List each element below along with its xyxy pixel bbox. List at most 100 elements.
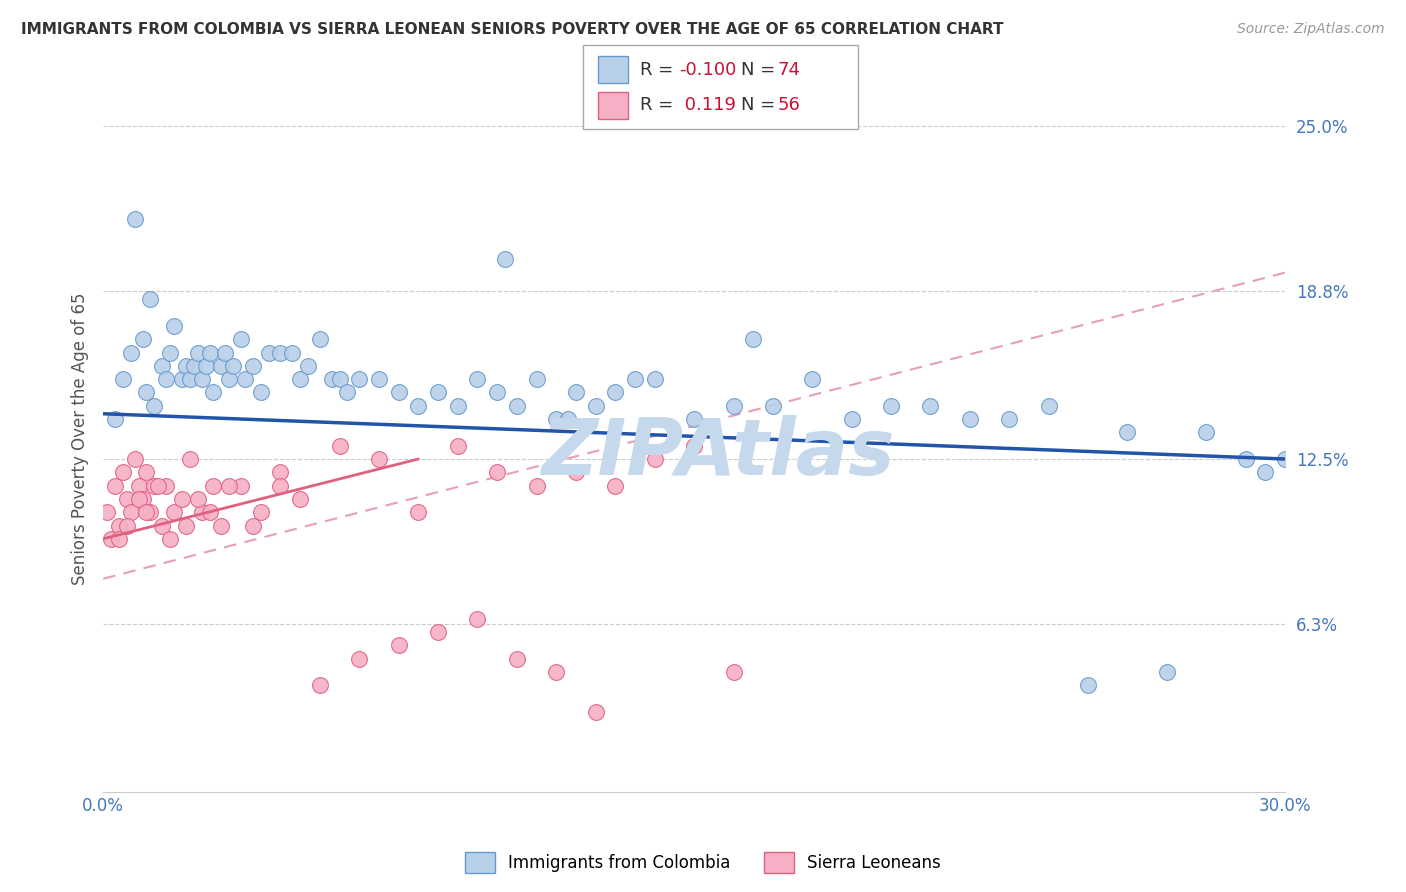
Point	[368, 372, 391, 386]
Point	[742, 332, 765, 346]
Legend: Immigrants from Colombia, Sierra Leoneans: Immigrants from Colombia, Sierra Leonean…	[458, 846, 948, 880]
Point	[447, 439, 470, 453]
Point	[447, 399, 470, 413]
Point	[408, 399, 430, 413]
Point	[920, 399, 942, 413]
Text: N =: N =	[741, 96, 780, 114]
Point	[159, 532, 181, 546]
Point	[143, 478, 166, 492]
Point	[347, 372, 370, 386]
Point	[229, 332, 252, 346]
Point	[336, 385, 359, 400]
Point	[139, 505, 162, 519]
Point	[183, 359, 205, 373]
Point	[124, 452, 146, 467]
Text: N =: N =	[741, 61, 780, 78]
Point	[288, 491, 311, 506]
Point	[155, 478, 177, 492]
Point	[546, 412, 568, 426]
Point	[585, 399, 607, 413]
Text: 0.119: 0.119	[679, 96, 737, 114]
Point	[959, 412, 981, 426]
Point	[605, 478, 627, 492]
Point	[190, 505, 212, 519]
Point	[174, 359, 197, 373]
Point	[194, 359, 217, 373]
Point	[108, 518, 131, 533]
Point	[1038, 399, 1060, 413]
Text: IMMIGRANTS FROM COLOMBIA VS SIERRA LEONEAN SENIORS POVERTY OVER THE AGE OF 65 CO: IMMIGRANTS FROM COLOMBIA VS SIERRA LEONE…	[21, 22, 1004, 37]
Point	[1195, 425, 1218, 440]
Point	[585, 705, 607, 719]
Point	[131, 332, 153, 346]
Point	[111, 372, 134, 386]
Point	[723, 665, 745, 679]
Point	[170, 491, 193, 506]
Point	[1077, 678, 1099, 692]
Point	[644, 452, 666, 467]
Text: Source: ZipAtlas.com: Source: ZipAtlas.com	[1237, 22, 1385, 37]
Text: R =: R =	[640, 96, 679, 114]
Point	[115, 491, 138, 506]
Point	[135, 385, 157, 400]
Point	[1116, 425, 1139, 440]
Point	[486, 385, 509, 400]
Point	[222, 359, 245, 373]
Point	[427, 385, 450, 400]
Point	[269, 478, 291, 492]
Point	[388, 385, 411, 400]
Text: 56: 56	[778, 96, 800, 114]
Point	[198, 505, 221, 519]
Point	[467, 612, 489, 626]
Point	[257, 345, 280, 359]
Point	[801, 372, 824, 386]
Point	[308, 678, 330, 692]
Point	[131, 491, 153, 506]
Point	[120, 345, 142, 359]
Point	[179, 372, 201, 386]
Point	[557, 412, 579, 426]
Point	[506, 399, 529, 413]
Point	[218, 372, 240, 386]
Point	[170, 372, 193, 386]
Point	[249, 385, 271, 400]
Point	[214, 345, 236, 359]
Point	[163, 505, 186, 519]
Point	[998, 412, 1021, 426]
Point	[526, 372, 548, 386]
Point	[841, 412, 863, 426]
Point	[388, 638, 411, 652]
Point	[408, 505, 430, 519]
Point	[486, 465, 509, 479]
Point	[150, 359, 173, 373]
Point	[762, 399, 785, 413]
Point	[328, 372, 350, 386]
Text: R =: R =	[640, 61, 679, 78]
Point	[120, 505, 142, 519]
Point	[288, 372, 311, 386]
Point	[148, 478, 170, 492]
Point	[297, 359, 319, 373]
Point	[624, 372, 647, 386]
Point	[565, 385, 588, 400]
Point	[565, 465, 588, 479]
Point	[328, 439, 350, 453]
Point	[139, 293, 162, 307]
Point	[1156, 665, 1178, 679]
Point	[308, 332, 330, 346]
Point	[104, 412, 127, 426]
Point	[1234, 452, 1257, 467]
Point	[233, 372, 256, 386]
Point	[135, 465, 157, 479]
Point	[368, 452, 391, 467]
Point	[347, 651, 370, 665]
Point	[644, 372, 666, 386]
Point	[155, 372, 177, 386]
Text: ZIPAtlas: ZIPAtlas	[541, 415, 894, 491]
Point	[269, 465, 291, 479]
Point	[198, 345, 221, 359]
Point	[128, 478, 150, 492]
Point	[605, 385, 627, 400]
Point	[202, 385, 225, 400]
Point	[427, 625, 450, 640]
